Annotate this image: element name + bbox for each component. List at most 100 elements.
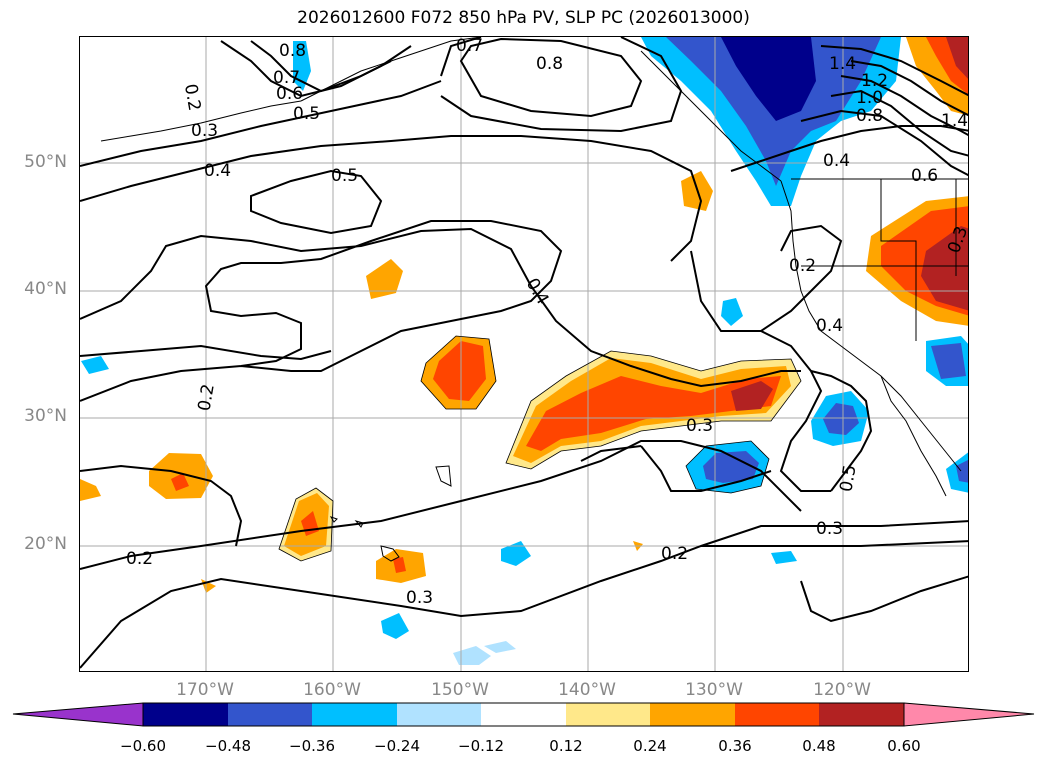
contour-label: 1.2 (861, 71, 888, 91)
contour-label: 0.2 (194, 382, 218, 412)
contour-0.4-inner (80, 344, 332, 361)
colorbar-segment (735, 703, 819, 726)
pv-neg-150w-11n (453, 646, 491, 665)
contour-0.2-central (580, 445, 642, 462)
contour-0.2-south (80, 440, 802, 570)
contour-0.3-central (640, 445, 772, 492)
pv-pos-155w-41n (366, 259, 403, 299)
pv-neg-120w-30n-core (823, 403, 859, 435)
border-states-1 (880, 179, 917, 341)
outline-130w-26n (685, 440, 770, 494)
lon-label-120w: 120°W (813, 680, 871, 700)
contour-label: 0.8 (856, 106, 883, 126)
pv-neg-125w-19n (771, 551, 797, 564)
contour-label: 0.4 (204, 161, 231, 181)
pv-neg-180-34n (81, 356, 109, 374)
contour-0.7-aleutian (220, 40, 412, 98)
contour-label: 0.2 (180, 82, 204, 112)
contour-1.0-ne (840, 75, 968, 137)
colorbar-max-extend (903, 702, 1035, 727)
contour-label: 0.8 (536, 54, 563, 74)
lon-label-140w: 140°W (558, 680, 616, 700)
pv-neg-146w-12n (484, 641, 516, 653)
pv-neg-155w-14n (381, 613, 409, 639)
contour-0.4-mid (80, 227, 801, 388)
contour-1.4-ne (820, 45, 968, 97)
contour-0.4-north (80, 135, 703, 262)
coast-us-west (780, 180, 962, 472)
colorbar-outline (142, 702, 905, 727)
contour-label: 0.2 (661, 544, 688, 564)
colorbar-segment (566, 703, 650, 726)
graticule (80, 37, 968, 671)
island-pacific-1 (435, 465, 452, 487)
lon-label-170w: 170°W (176, 680, 234, 700)
map-title: 2026012600 F072 850 hPa PV, SLP PC (2026… (297, 8, 750, 28)
contour-0.3-loop (80, 220, 563, 402)
pv-neg-bc-deep (721, 37, 816, 121)
contour-label: 1.4 (941, 111, 968, 131)
contour-0.2-west (80, 464, 243, 547)
contour-0.4-ne (730, 125, 968, 172)
colorbar-label: −0.48 (205, 737, 251, 755)
contour-label: 0.2 (789, 256, 816, 276)
colorbar-label: 0.60 (887, 737, 921, 755)
contour-0.5-loop (250, 169, 383, 235)
lon-label-150w: 150°W (431, 680, 489, 700)
contour-0.8-ne (830, 89, 968, 157)
contour-0.2-far-south (701, 540, 968, 547)
contour-label: 1.0 (856, 88, 883, 108)
contour-label: 0.5 (836, 463, 860, 493)
colorbar-label: −0.60 (120, 737, 166, 755)
contour-label: 0.7 (273, 68, 300, 88)
lon-label-160w: 160°W (303, 680, 361, 700)
contour-label: 0.6 (911, 166, 938, 186)
contour-label: 0.3 (944, 224, 969, 256)
pv-pos-band-deep (731, 381, 773, 411)
pv-contours (80, 37, 968, 669)
pv-neg-145w-19n (501, 541, 531, 566)
pv-outlines (278, 335, 802, 562)
contour-0.4-east (760, 330, 831, 492)
contour-0.8-aleutian (250, 40, 392, 93)
pv-pos-ne-deep (946, 37, 968, 79)
contour-label: 0.6 (276, 84, 303, 104)
colorbar-segment (143, 703, 228, 726)
colorbar-segment (650, 703, 735, 726)
colorbar-segment (819, 703, 904, 726)
lat-label-40: 40°N (24, 279, 67, 299)
pv-neg-115w-25n-core (956, 460, 968, 483)
colorbar-label: 0.48 (802, 737, 836, 755)
coast-baja (880, 375, 947, 497)
contour-0.7-east (440, 37, 683, 133)
contour-0.8-east (459, 37, 643, 118)
contour-0.5-east (810, 370, 873, 492)
colorbar-segment (228, 703, 312, 726)
pv-neg-sw-us-core (931, 343, 966, 379)
lat-label-50: 50°N (24, 152, 67, 172)
contour-label: 0.5 (293, 104, 320, 124)
lat-label-20: 20°N (24, 534, 67, 554)
contour-0.6-ne (800, 109, 968, 177)
pv-pos-150w-core (433, 341, 486, 401)
colorbar-segment (397, 703, 481, 726)
colorbar-label: 0.24 (633, 737, 667, 755)
lat-label-30: 30°N (24, 406, 67, 426)
contour-label: 0.4 (816, 316, 843, 336)
contour-label: 0.3 (406, 588, 433, 608)
outline-161w (278, 487, 334, 562)
pv-neg-130w-26n-core (703, 451, 759, 483)
contour-0.2-east (690, 224, 843, 332)
coast-alaska-panhandle (640, 50, 782, 182)
contour-label: 0.7 (456, 37, 483, 56)
contour-label: 0.4 (823, 151, 850, 171)
pv-pos-171w-26n-core (171, 473, 189, 491)
contour-label: 0.3 (191, 121, 218, 141)
contour-label: 0.2 (126, 549, 153, 569)
contour-1.2-ne (850, 60, 968, 117)
outline-band (505, 350, 802, 470)
colorbar-segment (312, 703, 397, 726)
contour-label: 0.5 (331, 166, 358, 186)
map-panel[interactable]: 0.8 0.7 0.6 0.5 0.2 0.3 0.4 0.5 0.8 0.7 … (79, 36, 969, 672)
contour-label: 0.3 (686, 416, 713, 436)
